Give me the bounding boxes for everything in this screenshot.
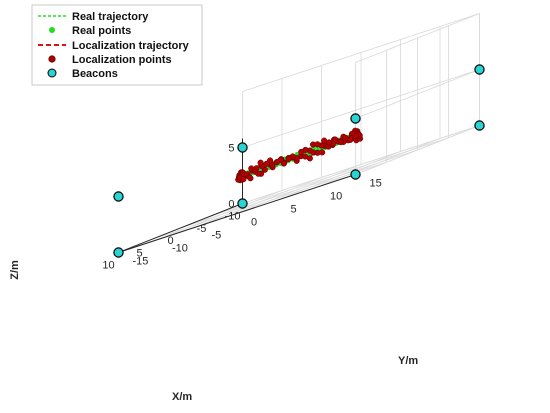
- localization-point: [298, 148, 305, 155]
- data-series: [235, 127, 364, 184]
- side-wall-grid-line: [355, 69, 480, 119]
- z-axis-label: Z/m: [9, 260, 21, 280]
- localization-point: [257, 159, 264, 166]
- beacon-marker: [237, 142, 248, 153]
- legend-box: [31, 4, 203, 86]
- localization-point: [310, 141, 317, 148]
- back-wall-grid-line: [242, 13, 480, 92]
- side-wall-grid-line: [355, 13, 480, 63]
- y-axis-label: Y/m: [398, 355, 418, 367]
- x-tick-label: -5: [197, 223, 207, 235]
- x-tick-label: 10: [102, 260, 114, 272]
- localization-point: [247, 175, 254, 182]
- beacon-marker: [113, 191, 124, 202]
- floor-grid-line: [197, 177, 322, 227]
- localization-point: [321, 137, 328, 144]
- x-tick-label: 5: [136, 247, 142, 259]
- y-axis-line: [118, 174, 356, 253]
- axes: [118, 138, 356, 253]
- floor-grid-line: [157, 190, 283, 240]
- y-tick-label: -15: [133, 256, 149, 268]
- legend-label-real-points: Real points: [72, 25, 131, 37]
- floor-grid-line: [276, 151, 401, 201]
- localization-point: [319, 149, 326, 156]
- beacon-marker: [237, 198, 248, 209]
- x-axis-label: X/m: [172, 391, 192, 403]
- localization-point: [248, 165, 255, 172]
- y-tick-label: 0: [251, 217, 257, 229]
- legend-label-localization-trajectory: Localization trajectory: [72, 40, 190, 52]
- legend-label-real-trajectory: Real trajectory: [72, 11, 149, 23]
- beacon-marker: [350, 113, 361, 124]
- localization-point: [240, 176, 247, 183]
- legend: Real trajectory Real points Localization…: [31, 4, 203, 86]
- z-tick-label: 5: [228, 143, 234, 155]
- localization-point: [285, 155, 292, 162]
- beacon-marker: [474, 64, 485, 75]
- legend-swatch-localization-points: [48, 55, 56, 63]
- back-wall-grid-line: [242, 125, 480, 204]
- side-wall-grid-line: [355, 125, 480, 175]
- beacons: [113, 64, 485, 258]
- legend-label-localization-points: Localization points: [72, 54, 172, 66]
- x-tick-label: 0: [167, 235, 173, 247]
- y-tick-label: 5: [291, 204, 297, 216]
- y-tick-label: -5: [212, 230, 222, 242]
- z-tick-label: 0: [228, 199, 234, 211]
- beacon-marker: [474, 120, 485, 131]
- beacon-marker: [113, 247, 124, 258]
- legend-swatch-beacons: [47, 68, 57, 78]
- y-tick-label: -10: [172, 243, 188, 255]
- floor-grid-line: [236, 164, 362, 214]
- legend-swatch-real-points: [49, 27, 55, 33]
- localization-point: [337, 139, 344, 146]
- x-tick-label: -10: [225, 211, 241, 223]
- localization-point: [306, 155, 313, 162]
- y-tick-label: 15: [370, 178, 382, 190]
- back-wall-grid-line: [242, 69, 480, 148]
- y-tick-label: 10: [330, 191, 342, 203]
- x-axis-line: [118, 203, 243, 253]
- beacon-marker: [350, 169, 361, 180]
- localization-point: [255, 170, 262, 177]
- legend-label-beacons: Beacons: [72, 68, 118, 80]
- localization-point: [273, 159, 280, 166]
- floor-grid-line: [315, 138, 441, 188]
